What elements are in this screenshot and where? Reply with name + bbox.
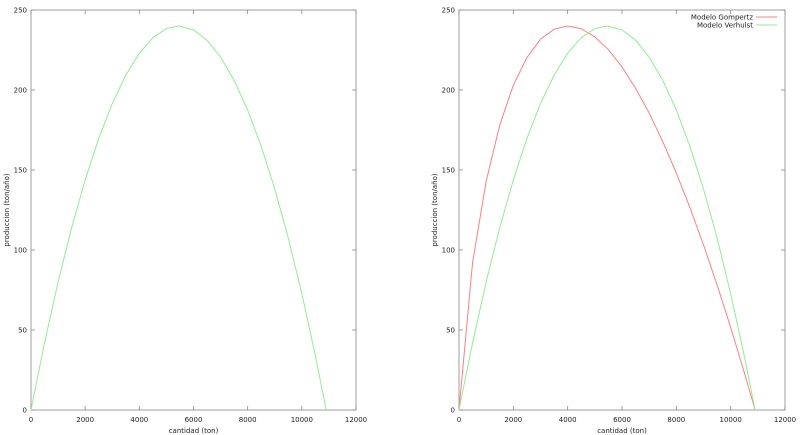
x-tick-label: 6000: [185, 416, 203, 424]
x-tick-label: 0: [29, 416, 33, 424]
x-tick-label: 10000: [720, 416, 742, 424]
y-tick-label: 250: [14, 7, 27, 15]
x-tick-label: 0: [457, 416, 461, 424]
x-tick-label: 2000: [504, 416, 522, 424]
plot-frame: [458, 9, 786, 411]
plot-1: 0 2000 4000 6000 8000 10000 12000 0 50 100 150 200 2…: [3, 7, 367, 435]
x-tick-label: 8000: [667, 416, 685, 424]
x-tick-label: 4000: [559, 416, 577, 424]
y-axis-label: produccion (ton/año): [3, 173, 11, 246]
x-tick-label: 4000: [130, 416, 148, 424]
y-tick-label: 0: [451, 407, 455, 415]
y-tick-label: 150: [442, 167, 455, 175]
x-tick-label: 2000: [76, 416, 94, 424]
x-axis-label: cantidad (ton): [597, 427, 647, 435]
y-tick-label: 50: [446, 327, 455, 335]
x-axis-label: cantidad (ton): [169, 427, 219, 435]
y-tick-label: 100: [442, 247, 455, 255]
legend-label: Modelo Gompertz: [691, 14, 753, 22]
series-line-2: [458, 25, 756, 411]
x-tick-label: 12000: [774, 416, 796, 424]
x-tick-label: 6000: [613, 416, 631, 424]
y-axis-label: produccion (ton/año): [431, 173, 439, 246]
y-tick-label: 150: [14, 167, 27, 175]
y-tick-label: 200: [14, 87, 27, 95]
y-tick-label: 100: [14, 247, 27, 255]
series-line-1: [458, 25, 756, 411]
legend-label: Modelo Verhulst: [697, 22, 753, 30]
plot-2: 0 2000 4000 6000 8000 10000 12000 0 50 100 150 200 2…: [431, 7, 796, 435]
y-tick-label: 50: [18, 327, 27, 335]
plot-frame: [30, 9, 357, 411]
x-tick-label: 12000: [345, 416, 367, 424]
x-tick-label: 8000: [239, 416, 257, 424]
series-line-1: [30, 25, 327, 411]
y-tick-label: 200: [442, 87, 455, 95]
y-tick-label: 0: [23, 407, 27, 415]
x-tick-label: 10000: [291, 416, 313, 424]
y-tick-label: 250: [442, 7, 455, 15]
